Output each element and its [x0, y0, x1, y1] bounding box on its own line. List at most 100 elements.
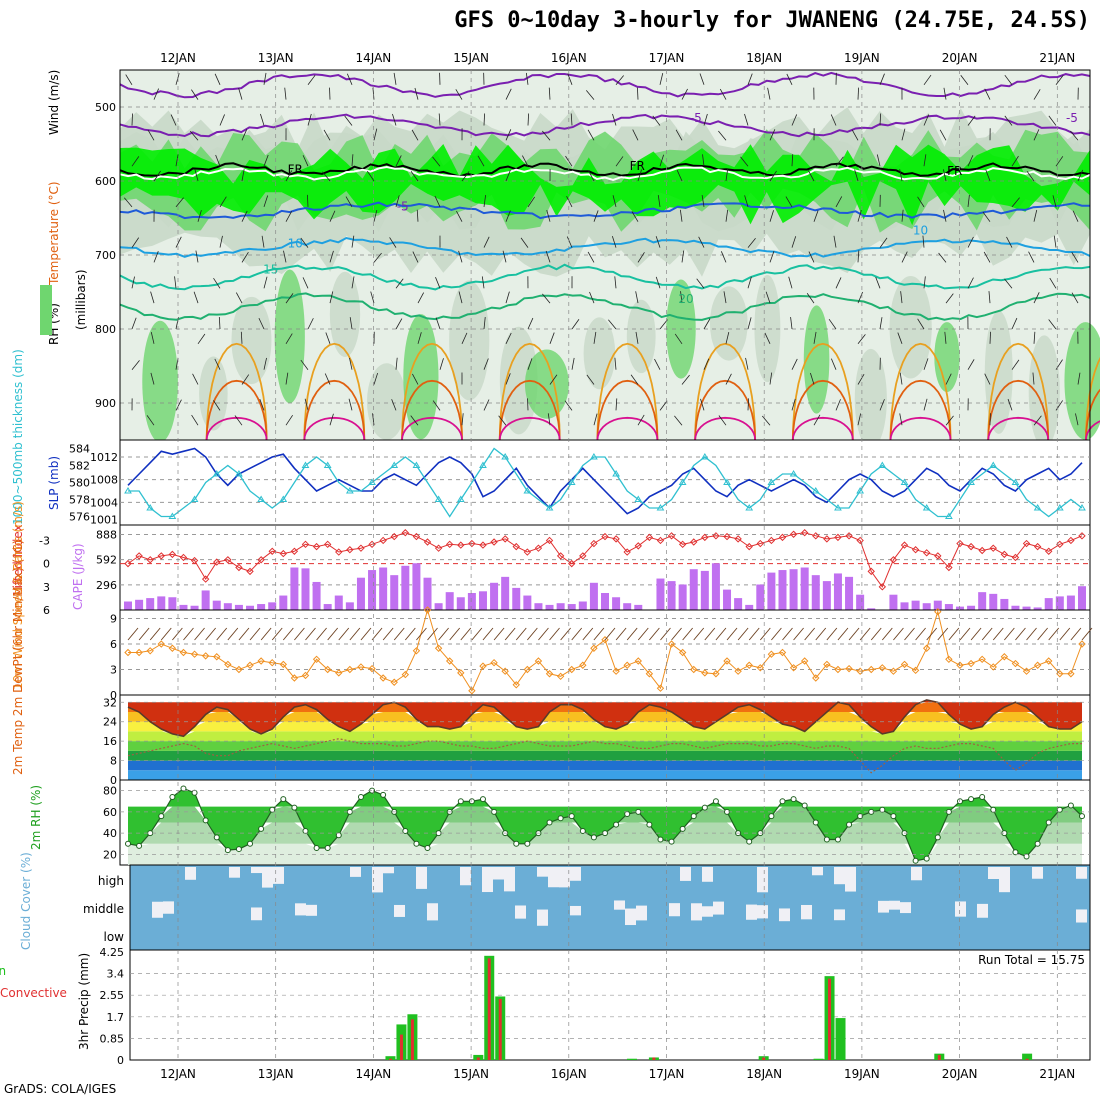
- contour-warm-dome: [596, 342, 659, 441]
- wind-barb: [241, 210, 248, 222]
- wind-speed-marker: [667, 640, 676, 648]
- li-marker: [457, 541, 465, 549]
- wind-speed-marker: [745, 661, 753, 669]
- wind-barb: [285, 210, 293, 222]
- wind-barb: [833, 235, 837, 248]
- wind-barb: [875, 276, 881, 289]
- wind-barb: [241, 252, 249, 263]
- wind-barb: [879, 237, 888, 248]
- wind-barb: [373, 252, 382, 263]
- wind-barb: [482, 627, 494, 641]
- wind-barb: [761, 415, 771, 426]
- rh-marker: [191, 789, 198, 796]
- precip-conv-label: Convective: [0, 986, 67, 1000]
- precip-conv-bar: [1025, 1058, 1029, 1060]
- li-marker: [379, 536, 387, 545]
- wind-barb: [718, 130, 727, 141]
- precip-total-bar: [1022, 1053, 1033, 1060]
- cape-bar: [612, 597, 621, 610]
- wind-speed-marker: [734, 667, 742, 675]
- cape-bar: [700, 570, 709, 610]
- li-marker: [190, 556, 199, 565]
- contour-warm-dome: [791, 416, 854, 441]
- rh-marker: [712, 798, 719, 805]
- wind-barb: [571, 627, 583, 641]
- wind-barb: [744, 113, 749, 126]
- wind-barb: [893, 627, 904, 641]
- wind-barb: [483, 236, 490, 248]
- wind-speed-marker: [1022, 667, 1031, 675]
- rh-marker: [890, 813, 897, 820]
- li-marker: [800, 529, 809, 537]
- cape-bar: [445, 592, 454, 610]
- rh-marker: [302, 828, 309, 834]
- contour-freezing: [119, 162, 1091, 178]
- wind-barb: [813, 331, 817, 344]
- wind-barb: [175, 236, 182, 248]
- wind-barb: [830, 114, 837, 126]
- li-marker: [601, 532, 609, 541]
- rh-marker: [790, 796, 797, 803]
- cloud-gap: [779, 908, 790, 922]
- wind-barb: [826, 627, 838, 641]
- wind-barb: [1011, 197, 1020, 208]
- wind-speed-marker: [645, 670, 654, 678]
- slp-tick: 1004: [90, 496, 118, 509]
- wind-speed-marker: [401, 670, 410, 679]
- wind-barb: [637, 414, 645, 426]
- wind-barb: [316, 627, 327, 641]
- cape-bar: [434, 603, 443, 610]
- wind-barb: [538, 627, 549, 641]
- wind-barb: [481, 276, 485, 289]
- wind-barb: [285, 170, 293, 182]
- wind-barb: [680, 291, 683, 304]
- wind-barb: [808, 251, 815, 263]
- wind-barb: [349, 317, 353, 330]
- wind-barb: [611, 236, 617, 248]
- wind-barb: [127, 627, 139, 641]
- wind-barb: [549, 627, 560, 641]
- thickness-marker: [412, 461, 421, 468]
- wind-barb: [675, 129, 683, 141]
- wind-barb: [899, 169, 903, 182]
- wind-speed-marker: [989, 663, 997, 671]
- run-total: Run Total = 15.75: [978, 953, 1085, 967]
- wind-barb: [1004, 74, 1013, 86]
- wind-barb: [1053, 235, 1057, 248]
- cape-bar: [955, 606, 964, 610]
- precip-conv-bar: [762, 1057, 766, 1060]
- wind-barb: [767, 87, 771, 100]
- wind-barb: [285, 333, 293, 345]
- cape-bar: [467, 593, 476, 610]
- wind-speed-marker: [1011, 659, 1020, 668]
- li-marker: [911, 546, 920, 554]
- wind-barb: [723, 291, 727, 304]
- wind-speed-marker: [257, 657, 265, 665]
- wind-barb: [737, 627, 749, 641]
- rh-blob: [583, 317, 616, 390]
- wind-barb: [1033, 89, 1041, 100]
- li-marker: [534, 544, 543, 552]
- wind-barb: [392, 113, 397, 126]
- contour-label: -5: [690, 111, 702, 125]
- precip-tick: 0: [117, 1054, 124, 1067]
- chart-title: GFS 0~10day 3-hourly for JWANENG (24.75E…: [454, 8, 1090, 33]
- wind-barb: [715, 627, 727, 641]
- wind-barb: [769, 210, 774, 222]
- wind-barb: [835, 399, 841, 411]
- wind-barb: [791, 114, 798, 126]
- rh-marker: [956, 798, 963, 805]
- cape-bar: [124, 601, 132, 610]
- wind-barb: [215, 154, 221, 167]
- rh-marker: [979, 794, 986, 800]
- wind-barb: [338, 627, 350, 641]
- wind-barb: [659, 400, 668, 411]
- rh-marker: [491, 808, 498, 815]
- contour-5: [119, 201, 1090, 220]
- cape-bar: [601, 593, 609, 610]
- temp-tick: 16: [103, 735, 117, 748]
- rh-blob: [1064, 322, 1100, 440]
- wind-barb: [937, 627, 949, 641]
- rh-marker: [213, 834, 220, 841]
- rh-marker: [280, 796, 287, 803]
